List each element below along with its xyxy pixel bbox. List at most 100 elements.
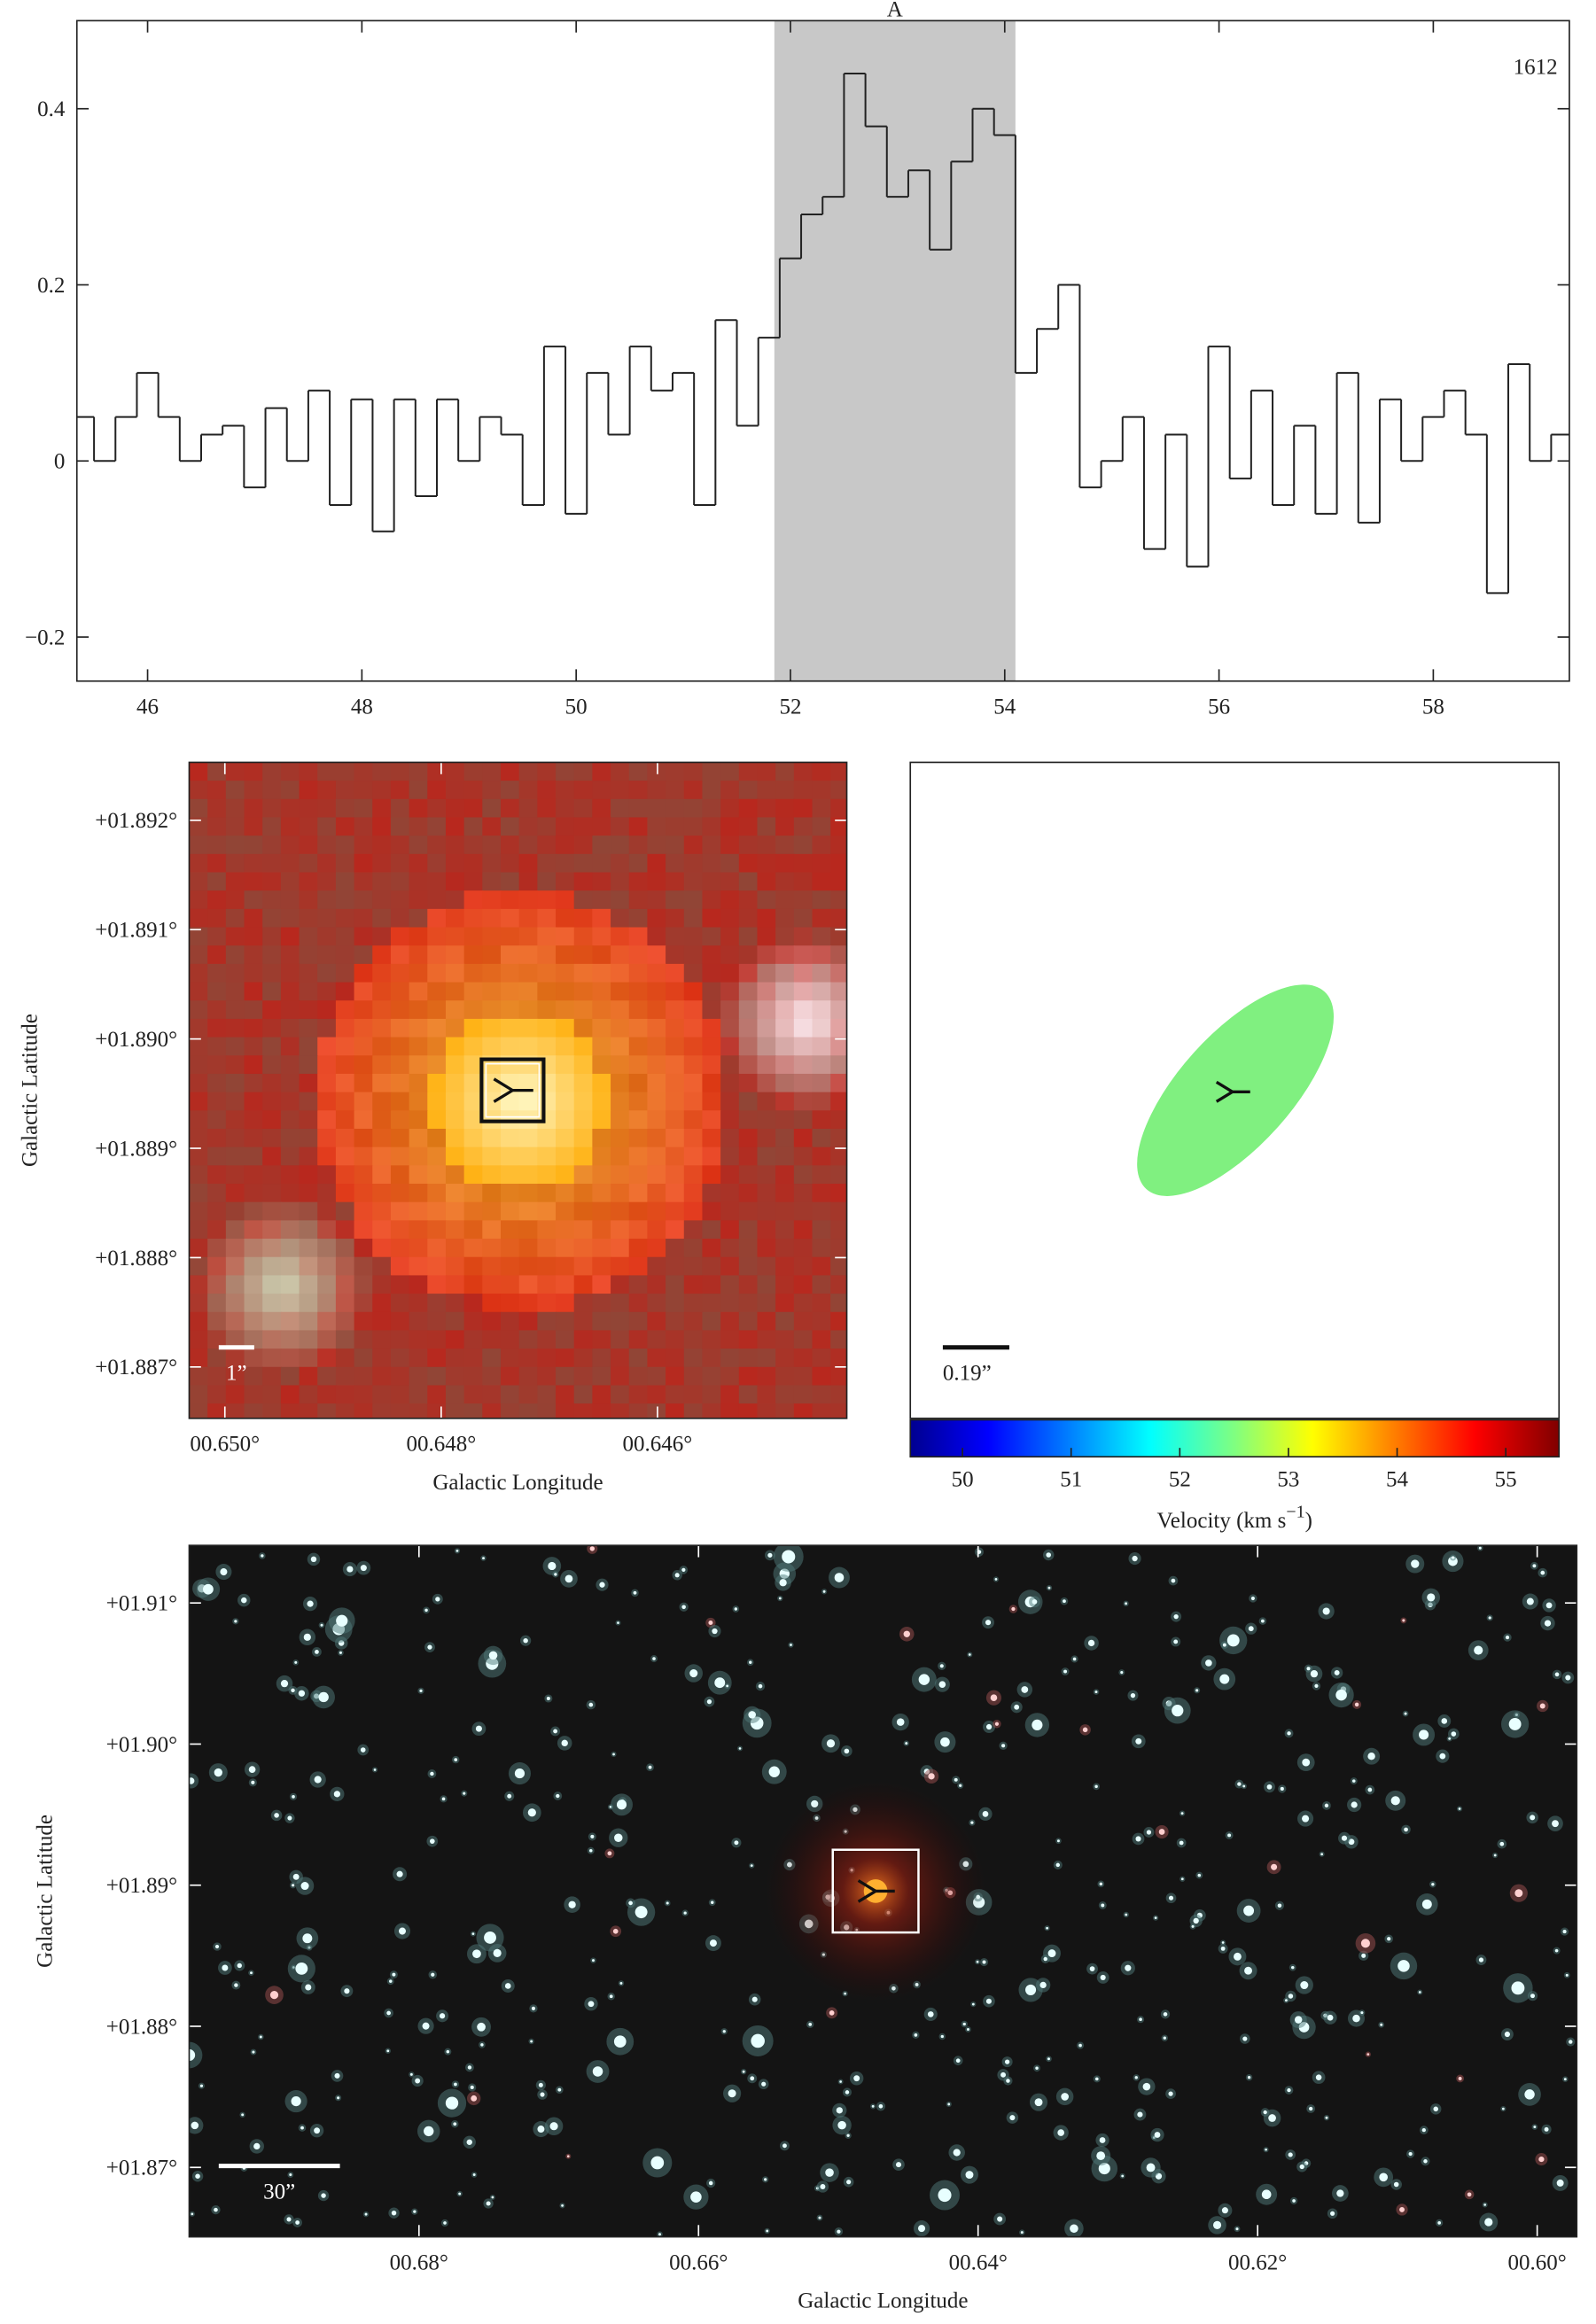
image-pixel: [335, 1165, 355, 1185]
image-pixel: [317, 927, 337, 947]
star-core: [537, 2126, 545, 2134]
image-pixel: [354, 1385, 374, 1404]
star-core: [1221, 1941, 1225, 1944]
star-core: [1437, 2221, 1441, 2225]
image-pixel: [262, 1403, 282, 1418]
image-pixel: [299, 1128, 319, 1148]
star-core: [1168, 1895, 1174, 1900]
image-pixel: [445, 781, 465, 800]
plot-frame: [188, 761, 848, 1419]
image-pixel: [757, 1073, 776, 1093]
image-pixel: [317, 1128, 337, 1148]
image-pixel: [207, 1055, 227, 1075]
image-pixel: [335, 1018, 355, 1038]
star-core: [706, 1698, 712, 1705]
star-core: [1552, 1820, 1559, 1828]
image-pixel: [666, 1146, 685, 1167]
image-pixel: [445, 1275, 465, 1294]
image-pixel: [409, 1366, 429, 1387]
image-pixel: [628, 1037, 649, 1057]
star-core: [1171, 1578, 1176, 1583]
star-core: [1320, 1853, 1323, 1856]
image-pixel: [556, 1201, 575, 1222]
star-core: [928, 1773, 935, 1780]
image-pixel: [500, 1037, 520, 1057]
image-pixel: [372, 1385, 392, 1404]
image-pixel: [683, 1128, 704, 1148]
image-pixel: [683, 1092, 704, 1112]
star-core: [790, 1644, 792, 1646]
image-pixel: [463, 1092, 484, 1112]
maser-marker: [857, 1879, 895, 1903]
star-core: [829, 2009, 835, 2016]
star-core: [1288, 1994, 1294, 1999]
image-pixel: [482, 1311, 502, 1332]
star-core: [1134, 2076, 1138, 2079]
image-pixel: [189, 1165, 208, 1185]
image-pixel: [573, 927, 594, 947]
image-pixel: [666, 1018, 685, 1038]
image-pixel: [775, 1018, 795, 1038]
star-core: [203, 1583, 214, 1595]
image-pixel: [225, 1349, 245, 1368]
star-core: [1354, 1702, 1359, 1707]
colorbar-tick-label: 54: [1386, 1468, 1409, 1492]
star-core: [674, 1573, 680, 1578]
star-core: [778, 1597, 782, 1600]
image-pixel: [427, 1385, 447, 1404]
image-pixel: [317, 762, 337, 781]
image-pixel: [500, 1256, 520, 1277]
image-pixel: [666, 1184, 685, 1203]
image-pixel: [757, 927, 776, 947]
image-pixel: [262, 1330, 282, 1349]
image-pixel: [628, 1403, 649, 1418]
star-core: [1039, 1981, 1047, 1989]
star-core: [738, 1747, 742, 1750]
image-pixel: [738, 890, 759, 910]
image-pixel: [280, 1092, 300, 1112]
image-pixel: [207, 1403, 227, 1418]
image-pixel: [573, 1073, 594, 1093]
image-pixel: [518, 1330, 539, 1349]
image-pixel: [299, 1220, 319, 1240]
image-pixel: [573, 1311, 594, 1332]
image-pixel: [225, 1165, 245, 1185]
image-pixel: [573, 1000, 594, 1020]
star-core: [628, 1900, 633, 1906]
image-pixel: [647, 982, 666, 1002]
image-pixel: [812, 1055, 832, 1075]
image-pixel: [518, 836, 539, 855]
star-core: [315, 1650, 319, 1654]
image-pixel: [482, 1184, 502, 1203]
image-pixel: [666, 963, 685, 983]
image-pixel: [463, 1165, 484, 1185]
image-pixel: [500, 927, 520, 947]
image-pixel: [683, 1403, 704, 1418]
image-pixel: [317, 1146, 337, 1167]
image-pixel: [647, 1073, 666, 1093]
image-pixel: [463, 1330, 484, 1349]
image-pixel: [317, 1239, 337, 1258]
image-pixel: [830, 1184, 847, 1203]
image-pixel: [647, 1366, 666, 1387]
image-pixel: [482, 798, 502, 819]
image-pixel: [556, 1294, 575, 1313]
image-pixel: [775, 1294, 795, 1313]
star-core: [388, 1979, 393, 1983]
image-pixel: [537, 817, 557, 836]
image-pixel: [500, 1366, 520, 1387]
image-pixel: [812, 1330, 832, 1349]
image-pixel: [262, 890, 282, 910]
star-core: [1538, 2156, 1545, 2163]
star-core: [940, 1737, 950, 1747]
image-pixel: [647, 1385, 666, 1404]
image-pixel: [189, 1000, 208, 1020]
star-core: [298, 1690, 306, 1697]
image-pixel: [647, 1018, 666, 1038]
image-pixel: [556, 908, 575, 929]
image-pixel: [537, 1385, 557, 1404]
image-pixel: [335, 1055, 355, 1075]
image-pixel: [775, 908, 795, 929]
image-pixel: [830, 1146, 847, 1167]
image-pixel: [812, 1146, 832, 1167]
